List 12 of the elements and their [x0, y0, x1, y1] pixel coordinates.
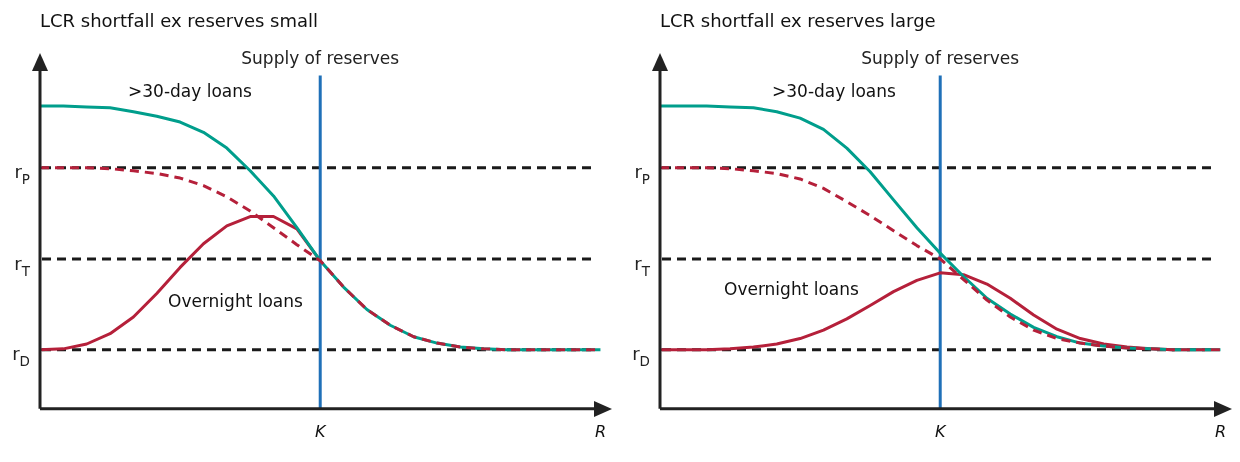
chart-title: LCR shortfall ex reserves large — [660, 10, 936, 32]
x-tick-label: K — [934, 421, 947, 441]
x-tick-label: R — [594, 421, 606, 441]
series-label: >30-day loans — [128, 80, 252, 101]
series-label: Overnight loans — [724, 278, 860, 299]
x-tick-label: R — [1214, 421, 1226, 441]
series-label: Overnight loans — [168, 290, 304, 311]
ref-line-label: Supply of reserves — [241, 47, 400, 68]
ref-line-label: Supply of reserves — [861, 47, 1020, 68]
chart-title: LCR shortfall ex reserves small — [40, 10, 319, 32]
x-tick-label: K — [314, 421, 327, 441]
series-label: >30-day loans — [772, 80, 896, 101]
